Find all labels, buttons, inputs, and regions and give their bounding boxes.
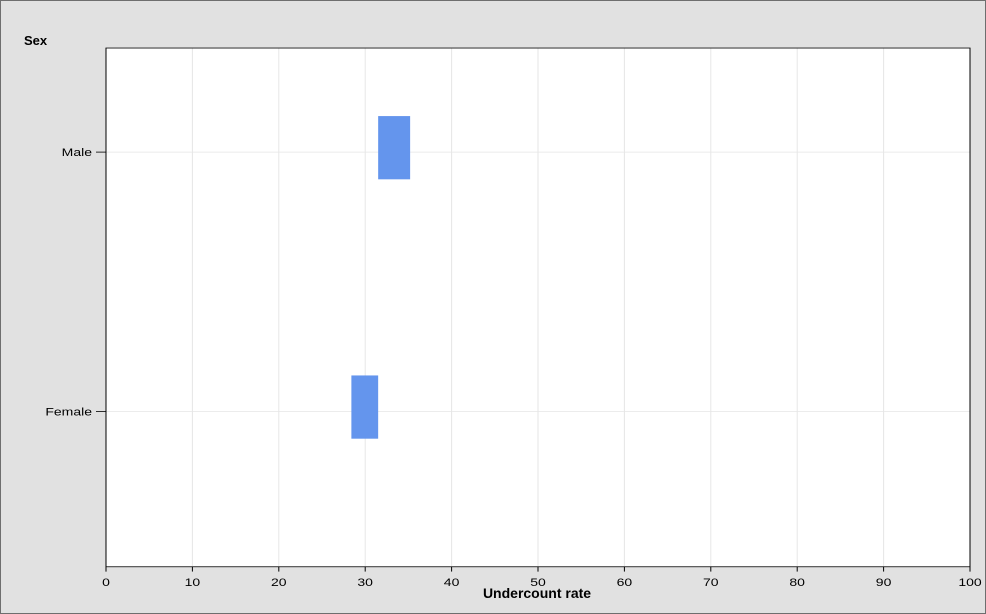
x-tick-label: 50 xyxy=(530,576,546,588)
x-axis-title: Undercount rate xyxy=(482,585,592,601)
y-tick-label-male: Male xyxy=(62,146,92,158)
x-tick-label: 80 xyxy=(789,576,805,588)
bar-male xyxy=(378,116,411,180)
x-tick-label: 20 xyxy=(271,576,287,588)
y-axis-title: Sex xyxy=(24,33,48,48)
y-tick-label-female: Female xyxy=(45,406,92,418)
bar-female xyxy=(351,375,379,439)
x-tick-label: 0 xyxy=(102,576,110,588)
x-tick-label: 70 xyxy=(703,576,719,588)
x-tick-label: 10 xyxy=(185,576,201,588)
x-tick-label: 40 xyxy=(444,576,460,588)
x-tick-label: 100 xyxy=(958,576,981,588)
x-tick-label: 30 xyxy=(357,576,373,588)
x-tick-label: 60 xyxy=(617,576,633,588)
x-tick-label: 90 xyxy=(876,576,892,588)
